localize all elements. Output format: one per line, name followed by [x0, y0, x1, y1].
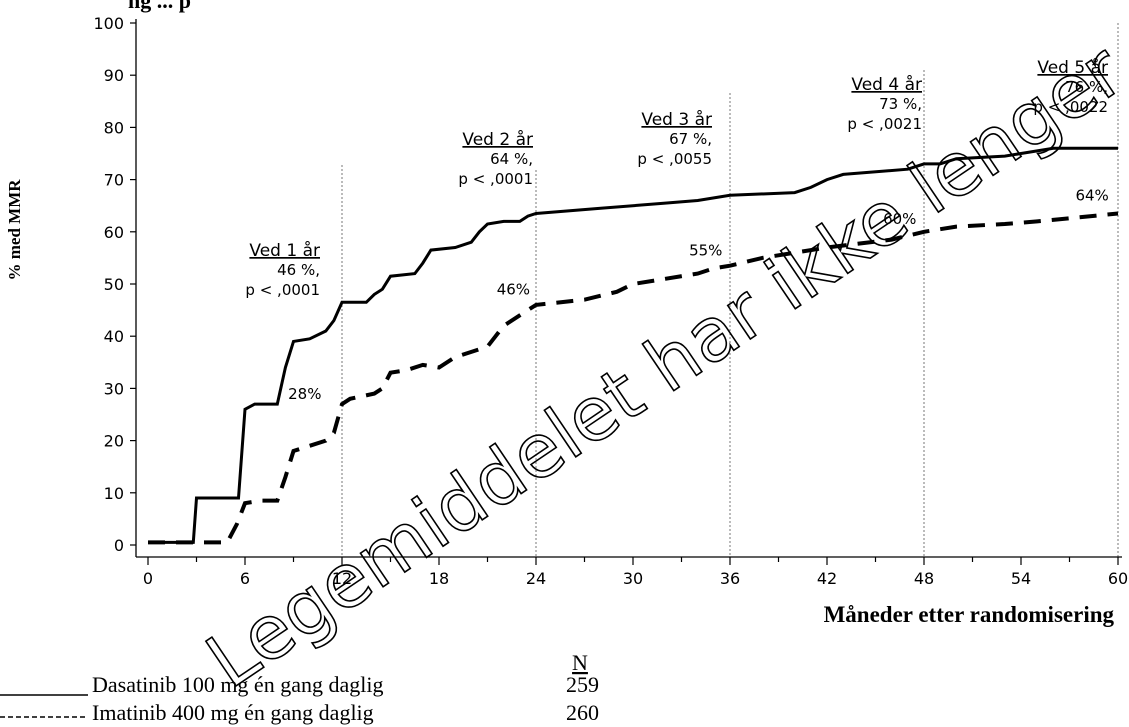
x-tick-label: 24: [526, 569, 546, 588]
annotation-p-value: p < ,0021: [847, 115, 922, 133]
legend-n-header: N: [572, 650, 588, 675]
annotation-p-value: p < ,0055: [637, 150, 712, 168]
x-tick-label: 42: [817, 569, 837, 588]
y-tick-label: 30: [104, 379, 124, 398]
point-label: 64%: [1075, 186, 1108, 204]
x-tick-label: 48: [914, 569, 934, 588]
y-tick-label: 60: [104, 223, 124, 242]
annotation-p-value: p < ,0022: [1033, 98, 1108, 116]
annotation-p-value: p < ,0001: [458, 170, 533, 188]
annotation-value: 64 %,: [490, 150, 533, 168]
annotation-value: 76 %,: [1065, 78, 1108, 96]
annotation-heading: Ved 3 år: [641, 109, 712, 130]
y-tick-label: 90: [104, 66, 124, 85]
point-label: 60%: [883, 210, 916, 228]
legend-n-imatinib: 260: [566, 700, 599, 725]
axes: 0 10 20 30 40 50 60 70 80 90 100 0 6 12 18 24 30 36 42 48 54…: [93, 14, 1128, 588]
annotation-value: 73 %,: [879, 95, 922, 113]
legend-label-imatinib: Imatinib 400 mg én gang daglig: [92, 700, 374, 725]
x-axis-label: Måneder etter randomisering: [824, 602, 1115, 627]
point-label: 55%: [689, 241, 722, 259]
watermark: Legemiddelet har ikke lenger markedsføri…: [192, 0, 1129, 705]
y-tick-label: 0: [114, 536, 124, 555]
y-tick-label: 50: [104, 275, 124, 294]
series-line-imatinib: [148, 211, 1119, 545]
point-labels: 28% 46% 55% 60% 64%: [288, 186, 1109, 402]
annotation-p-value: p < ,0001: [245, 281, 320, 299]
y-tick-label: 70: [104, 171, 124, 190]
annotation-value: 67 %,: [669, 130, 712, 148]
annotation-heading: Ved 1 år: [249, 240, 320, 261]
x-tick-label: 6: [240, 569, 250, 588]
legend-n-dasatinib: 259: [566, 672, 599, 697]
legend-row-imatinib: Imatinib 400 mg én gang daglig 260: [0, 700, 599, 725]
reference-lines: [341, 23, 1119, 557]
y-tick-label: 10: [104, 484, 124, 503]
header-fragment: ng ... p: [128, 0, 191, 13]
y-tick-label: 40: [104, 327, 124, 346]
series-line-dasatinib: [148, 146, 1118, 544]
x-tick-label: 0: [143, 569, 153, 588]
y-tick-label: 20: [104, 432, 124, 451]
x-tick-label: 54: [1011, 569, 1031, 588]
legend-label-dasatinib: Dasatinib 100 mg én gang daglig: [92, 672, 383, 697]
x-tick-label: 30: [623, 569, 643, 588]
x-tick-label: 36: [720, 569, 740, 588]
x-tick-label: 18: [429, 569, 449, 588]
annotation-value: 46 %,: [277, 261, 320, 279]
annotation-heading: Ved 5 år: [1037, 57, 1108, 78]
legend-row-dasatinib: Dasatinib 100 mg én gang daglig 259: [0, 672, 599, 697]
x-tick-label: 12: [332, 569, 352, 588]
point-label: 46%: [497, 280, 530, 298]
legend: N Dasatinib 100 mg én gang daglig 259 Im…: [0, 650, 599, 725]
point-label: 28%: [288, 385, 321, 403]
x-tick-label: 60: [1108, 569, 1128, 588]
series-layer: [148, 146, 1119, 545]
y-tick-label: 80: [104, 118, 124, 137]
annotation-heading: Ved 4 år: [851, 74, 922, 95]
y-axis-label: % med MMR: [5, 179, 24, 281]
annotation-heading: Ved 2 år: [462, 129, 533, 150]
y-tick-label: 100: [93, 14, 124, 33]
